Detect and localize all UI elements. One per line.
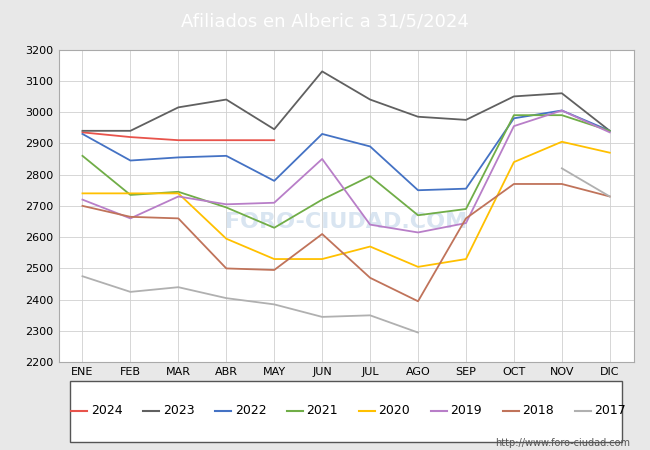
Text: 2022: 2022 [235, 404, 266, 417]
Text: 2023: 2023 [162, 404, 194, 417]
Text: 2021: 2021 [307, 404, 338, 417]
Text: Afiliados en Alberic a 31/5/2024: Afiliados en Alberic a 31/5/2024 [181, 12, 469, 31]
Text: 2019: 2019 [450, 404, 482, 417]
Text: FORO-CIUDAD.COM: FORO-CIUDAD.COM [225, 212, 467, 231]
Text: 2018: 2018 [523, 404, 554, 417]
Text: 2017: 2017 [594, 404, 626, 417]
Text: http://www.foro-ciudad.com: http://www.foro-ciudad.com [495, 438, 630, 448]
Text: 2024: 2024 [91, 404, 122, 417]
FancyBboxPatch shape [70, 381, 622, 442]
Text: 2020: 2020 [378, 404, 410, 417]
